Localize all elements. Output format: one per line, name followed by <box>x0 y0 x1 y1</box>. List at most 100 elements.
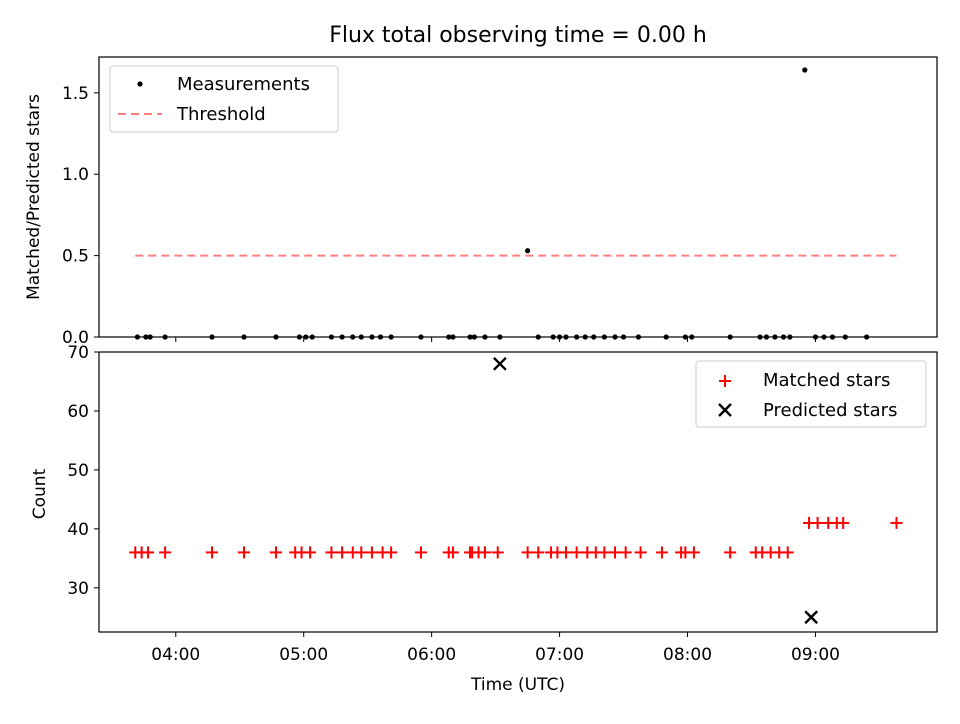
measurement-point <box>612 334 618 340</box>
top-y-ticks: 0.0 0.5 1.0 1.5 <box>62 84 99 348</box>
matched-star-point <box>491 546 504 559</box>
matched-star-point <box>142 546 155 559</box>
legend-predicted-marker <box>718 403 732 417</box>
measurement-point <box>601 334 607 340</box>
measurement-point <box>829 334 836 340</box>
matched-star-point <box>559 546 572 559</box>
matched-star-point <box>781 546 794 559</box>
measurement-point <box>591 334 597 340</box>
bottom-x-tick-label: 05:00 <box>279 645 328 665</box>
measurement-point <box>757 334 763 340</box>
measurement-point <box>303 334 309 340</box>
measurement-point <box>574 334 580 340</box>
measurement-point <box>328 334 335 340</box>
bottom-y-ticks: 30 40 50 60 70 <box>67 343 99 599</box>
matched-star-point <box>521 546 534 559</box>
matched-star-point <box>811 516 824 529</box>
matched-star-point <box>325 546 338 559</box>
measurement-point <box>535 334 541 340</box>
bottom-x-tick-label: 07:00 <box>535 645 584 665</box>
matched-star-point <box>598 546 611 559</box>
bottom-y-tick-label: 40 <box>67 520 89 540</box>
bottom-y-tick-label: 70 <box>67 343 89 363</box>
measurements-series <box>134 67 870 340</box>
matched-star-point <box>532 546 545 559</box>
measurement-point <box>812 334 819 340</box>
measurement-point <box>563 334 569 340</box>
measurement-point <box>358 334 364 340</box>
measurement-point <box>418 334 424 340</box>
measurement-point <box>162 334 168 340</box>
measurement-point <box>388 334 394 340</box>
top-axes-frame <box>98 56 938 338</box>
top-y-tick-label: 0.0 <box>62 328 89 348</box>
matched-star-point <box>634 546 647 559</box>
bottom-y-tick-label: 30 <box>67 579 89 599</box>
top-x-ticks <box>175 337 816 342</box>
measurement-point <box>802 67 808 73</box>
measurement-point <box>143 334 149 340</box>
top-y-tick-label: 1.0 <box>62 165 89 185</box>
legend-threshold-label: Threshold <box>176 104 266 125</box>
measurement-point <box>467 334 473 340</box>
matched-star-point <box>619 546 632 559</box>
measurement-point <box>582 334 588 340</box>
measurement-point <box>309 334 315 340</box>
top-y-tick-label: 1.5 <box>62 84 89 104</box>
matched-star-point <box>159 546 172 559</box>
bottom-x-ticks: 04:00 05:00 06:00 07:00 08:00 09:00 <box>151 632 840 665</box>
predicted-stars-series <box>493 356 819 625</box>
matched-star-point <box>837 516 850 529</box>
measurement-point <box>450 334 456 340</box>
matched-star-point <box>724 546 737 559</box>
bottom-legend: Matched stars Predicted stars <box>695 360 927 428</box>
legend-matched-label: Matched stars <box>763 370 890 391</box>
bottom-x-tick-label: 04:00 <box>151 645 200 665</box>
measurement-point <box>471 334 477 340</box>
measurement-point <box>273 334 279 340</box>
bottom-x-tick-label: 06:00 <box>407 645 456 665</box>
matched-star-point <box>336 546 349 559</box>
measurement-point <box>350 334 356 340</box>
measurement-point <box>842 334 848 340</box>
legend-predicted-label: Predicted stars <box>763 400 897 421</box>
measurement-point <box>787 334 793 340</box>
matched-star-point <box>414 546 427 559</box>
measurement-point <box>134 334 140 340</box>
matched-star-point <box>385 546 398 559</box>
matched-star-point <box>478 546 491 559</box>
bottom-x-tick-label: 09:00 <box>791 645 840 665</box>
chart-title: Flux total observing time = 0.00 h <box>329 23 707 48</box>
matched-star-point <box>609 546 622 559</box>
predicted-star-point <box>493 356 507 371</box>
legend-measurements-marker <box>137 81 143 87</box>
measurement-point <box>620 334 627 340</box>
bottom-x-axis-label: Time (UTC) <box>470 675 565 695</box>
matched-star-point <box>655 546 668 559</box>
matched-star-point <box>304 546 317 559</box>
measurement-point <box>689 334 695 340</box>
measurement-point <box>369 334 375 340</box>
matched-star-point <box>355 546 368 559</box>
measurement-point <box>377 334 384 340</box>
bottom-y-tick-label: 60 <box>67 402 89 422</box>
measurement-point <box>241 334 247 340</box>
matched-stars-series <box>129 516 903 559</box>
bottom-y-axis-label: Count <box>30 468 50 519</box>
measurement-point <box>556 334 563 340</box>
matched-star-point <box>365 546 378 559</box>
measurement-point <box>682 334 688 340</box>
measurement-point <box>209 334 215 340</box>
top-axes: 0.0 0.5 1.0 1.5 Matched/Predicted stars Mea… <box>24 56 938 348</box>
measurement-point <box>663 334 669 340</box>
matched-star-point <box>206 546 219 559</box>
matched-star-point <box>269 546 282 559</box>
measurement-point <box>635 334 642 340</box>
matched-star-point <box>237 546 250 559</box>
bottom-axes-frame <box>98 351 938 633</box>
matched-star-point <box>890 516 903 529</box>
measurement-point <box>763 334 770 340</box>
bottom-y-tick-label: 50 <box>67 461 89 481</box>
bottom-legend-box <box>695 360 927 428</box>
